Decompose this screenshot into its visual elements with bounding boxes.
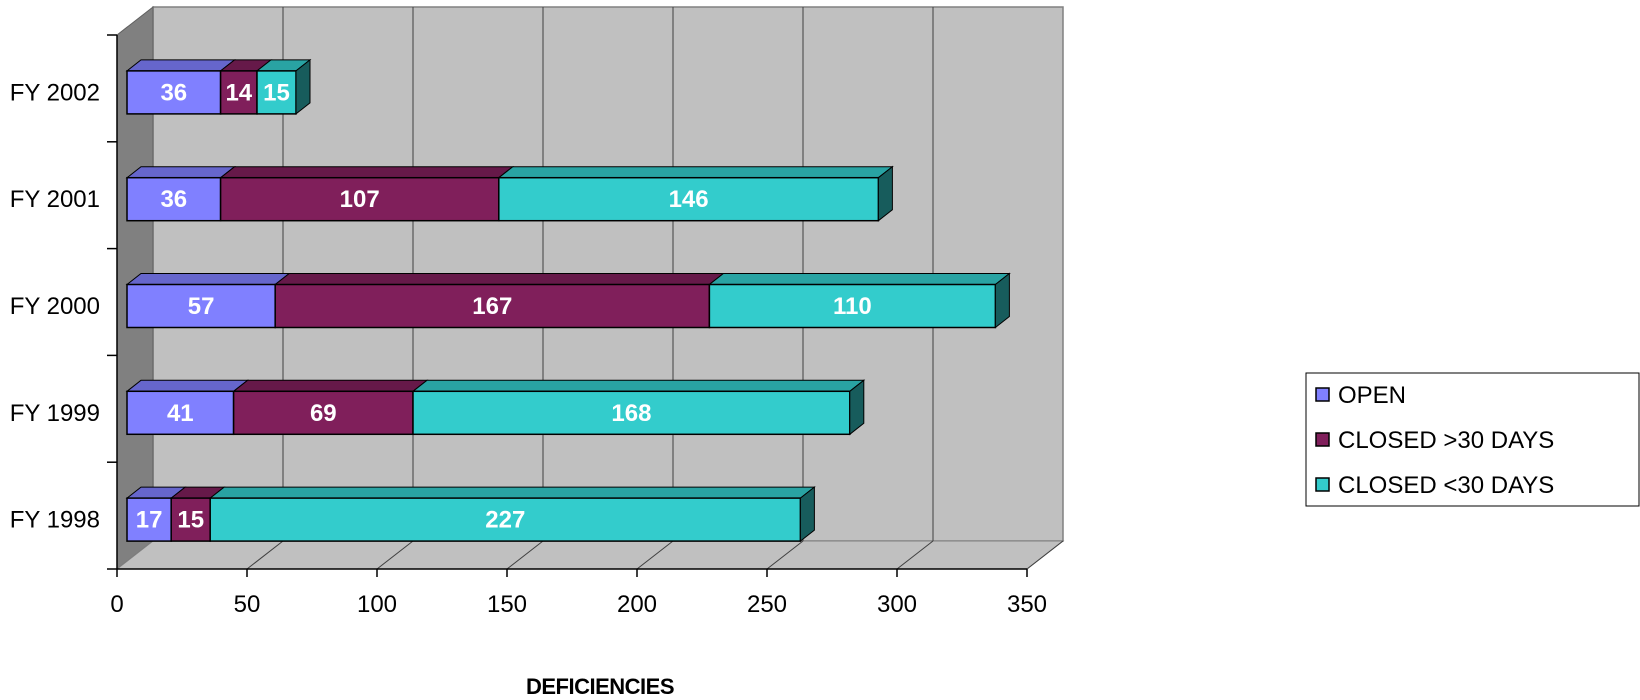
value-label: 17 [136, 507, 163, 534]
category-label: FY 1998 [10, 507, 100, 534]
value-label: 14 [225, 79, 252, 106]
floor-gridline [636, 540, 674, 570]
value-label: 36 [160, 79, 187, 106]
bar-side-face [877, 165, 893, 222]
bar-segment [126, 497, 172, 542]
bar-segment [256, 70, 297, 115]
bar-top-face [125, 273, 291, 285]
value-label: 41 [167, 400, 194, 427]
floor-gridline [896, 540, 934, 570]
bar-segment [126, 70, 222, 115]
bar-segment [219, 176, 500, 222]
value-label: 15 [177, 507, 204, 534]
bar-top-face [208, 486, 816, 499]
x-axis-title: DEFICIENCIES [526, 674, 674, 699]
legend-box [1305, 372, 1640, 507]
category-label: FY 2001 [10, 186, 100, 213]
floor-gridline [506, 540, 544, 570]
legend-swatch [1315, 477, 1330, 492]
legend-label: OPEN [1338, 382, 1406, 409]
bar-top-face [125, 166, 237, 179]
floor-gridline [376, 540, 414, 570]
bar-side-face [295, 58, 311, 115]
axes: 0 50 100 150 200 250 300 350 [107, 34, 1047, 618]
legend-label: CLOSED <30 DAYS [1338, 472, 1554, 499]
value-label: 36 [160, 186, 187, 213]
bar-segment [126, 283, 276, 329]
bar-top-face [125, 59, 237, 72]
floor [115, 540, 1065, 570]
legend-swatch [1315, 387, 1330, 402]
value-label: 110 [833, 293, 872, 320]
value-label: 57 [188, 293, 215, 320]
bar-top-face [497, 166, 894, 179]
category-label: FY 2002 [10, 79, 100, 106]
bars [125, 58, 1011, 543]
floor-gridline [766, 540, 804, 570]
bar-segment [708, 283, 997, 329]
category-label: FY 2000 [10, 293, 100, 320]
category-label: FY 1999 [10, 400, 100, 427]
bar-side-face [994, 272, 1010, 329]
bar-top-face [707, 273, 1011, 285]
x-tick-label: 350 [1007, 591, 1047, 618]
value-label: 69 [310, 400, 337, 427]
legend-label: CLOSED >30 DAYS [1338, 427, 1554, 454]
value-label: 146 [669, 186, 709, 213]
bar-top-face [411, 379, 866, 392]
x-tick-label: 100 [357, 591, 397, 618]
x-tick-label: 250 [747, 591, 787, 618]
bar-side-face [849, 379, 865, 436]
data-labels: FY 1998 17 15 227 FY 1999 41 69 168 FY 2000 57 167… [10, 79, 872, 533]
bar-top-face [219, 166, 515, 179]
x-tick-label: 50 [234, 591, 261, 618]
x-tick-label: 150 [487, 591, 527, 618]
bar-top-face [125, 379, 250, 392]
value-label: 15 [263, 79, 290, 106]
floor-gridline [246, 540, 284, 570]
value-label: 227 [485, 507, 525, 534]
x-tick-label: 200 [617, 591, 657, 618]
bar-top-face [273, 273, 725, 285]
value-label: 167 [472, 293, 512, 320]
bar-top-face [232, 379, 429, 392]
value-label: 168 [611, 400, 651, 427]
value-label: 107 [340, 186, 380, 213]
legend-swatch [1315, 432, 1330, 447]
x-tick-label: 300 [877, 591, 917, 618]
bar-side-face [799, 486, 815, 543]
bar-segment [274, 283, 711, 329]
floor-gridline [1026, 540, 1064, 570]
bar-segment [412, 390, 851, 436]
bar-segment [126, 390, 235, 436]
bar-segment [209, 497, 802, 542]
x-tick-label: 0 [110, 591, 123, 618]
legend: OPEN CLOSED >30 DAYS CLOSED <30 DAYS [1305, 372, 1640, 507]
